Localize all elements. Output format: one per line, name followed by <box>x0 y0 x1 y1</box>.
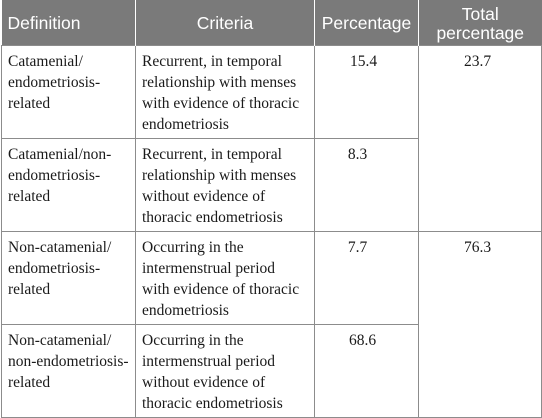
total-percentage-value: 76.3 <box>463 239 492 256</box>
definition-line: related <box>8 281 51 298</box>
percentage-value: 68.6 <box>348 332 377 349</box>
percentage-cell: 15.4 <box>314 45 419 139</box>
definition-cell: Catamenial/non-endometriosis-related <box>1 138 136 232</box>
criteria-cell: Recurrent, in temporal relationship with … <box>135 138 315 232</box>
definition-line: endometriosis- <box>8 74 101 91</box>
percentage-value: 15.4 <box>349 53 378 70</box>
criteria-line: Occurring in the <box>142 332 244 349</box>
criteria-line: endometriosis <box>142 116 229 133</box>
definition-line: related <box>8 188 51 205</box>
header-percentage: Percentage <box>314 0 419 46</box>
criteria-line: with evidence of thoracic <box>142 281 300 298</box>
header-definition: Definition <box>1 0 136 46</box>
table-row: Catamenial/non-endometriosis-related Rec… <box>1 138 542 232</box>
percentage-cell: 8.3 <box>314 138 419 232</box>
definition-line: endometriosis- <box>8 260 101 277</box>
header-criteria: Criteria <box>135 0 315 46</box>
total-percentage-cell: 23.7 <box>418 45 542 232</box>
criteria-line: endometriosis <box>142 302 229 319</box>
definition-line: non-endometriosis- <box>8 353 129 370</box>
percentage-cell: 68.6 <box>314 324 419 418</box>
header-row: Definition Criteria Percentage Total perc… <box>1 0 542 46</box>
total-percentage-cell: 76.3 <box>418 231 542 418</box>
definition-line: Catamenial/ <box>8 53 83 70</box>
percentage-value: 7.7 <box>347 239 368 256</box>
header-total-line1: Total <box>461 3 499 24</box>
criteria-line: thoracic endometriosis <box>142 209 283 226</box>
definition-line: endometriosis- <box>8 167 101 184</box>
table-row: Catamenial/endometriosis-related Recurre… <box>1 45 542 232</box>
criteria-cell: Occurring in the intermenstrual period wit… <box>135 231 315 325</box>
header-total-line2: percentage <box>436 22 525 43</box>
criteria-line: Occurring in the <box>142 239 244 256</box>
criteria-line: without evidence of <box>142 374 266 391</box>
definition-line: related <box>8 374 51 391</box>
definition-cell: Non-catamenial/non-endometriosis-related <box>1 324 136 418</box>
definition-line: Non-catamenial/ <box>8 239 112 256</box>
definition-line: Catamenial/non- <box>8 146 112 163</box>
criteria-line: with evidence of thoracic <box>142 95 300 112</box>
criteria-cell: Recurrent, in temporal relationship with … <box>135 45 315 139</box>
table-row: Non-catamenial/endometriosis-related Occ… <box>1 231 542 418</box>
criteria-line: Recurrent, in temporal <box>142 53 282 70</box>
table-row: Non-catamenial/non-endometriosis-related… <box>1 324 542 418</box>
criteria-line: intermenstrual period <box>142 260 275 277</box>
percentage-cell: 7.7 <box>314 231 419 325</box>
criteria-line: relationship with menses <box>142 167 297 184</box>
definition-cell: Non-catamenial/endometriosis-related <box>1 231 136 325</box>
criteria-line: intermenstrual period <box>142 353 275 370</box>
definition-line: Non-catamenial/ <box>8 332 112 349</box>
criteria-cell: Occurring in the intermenstrual period wit… <box>135 324 315 418</box>
definition-cell: Catamenial/endometriosis-related <box>1 45 136 139</box>
criteria-line: without evidence of <box>142 188 266 205</box>
total-percentage-value: 23.7 <box>463 53 492 70</box>
criteria-line: thoracic endometriosis <box>142 395 283 412</box>
definition-line: related <box>8 95 51 112</box>
criteria-line: Recurrent, in temporal <box>142 146 282 163</box>
header-total-percentage: Total percentage <box>418 0 542 46</box>
criteria-line: relationship with menses <box>142 74 297 91</box>
percentage-value: 8.3 <box>347 146 368 163</box>
